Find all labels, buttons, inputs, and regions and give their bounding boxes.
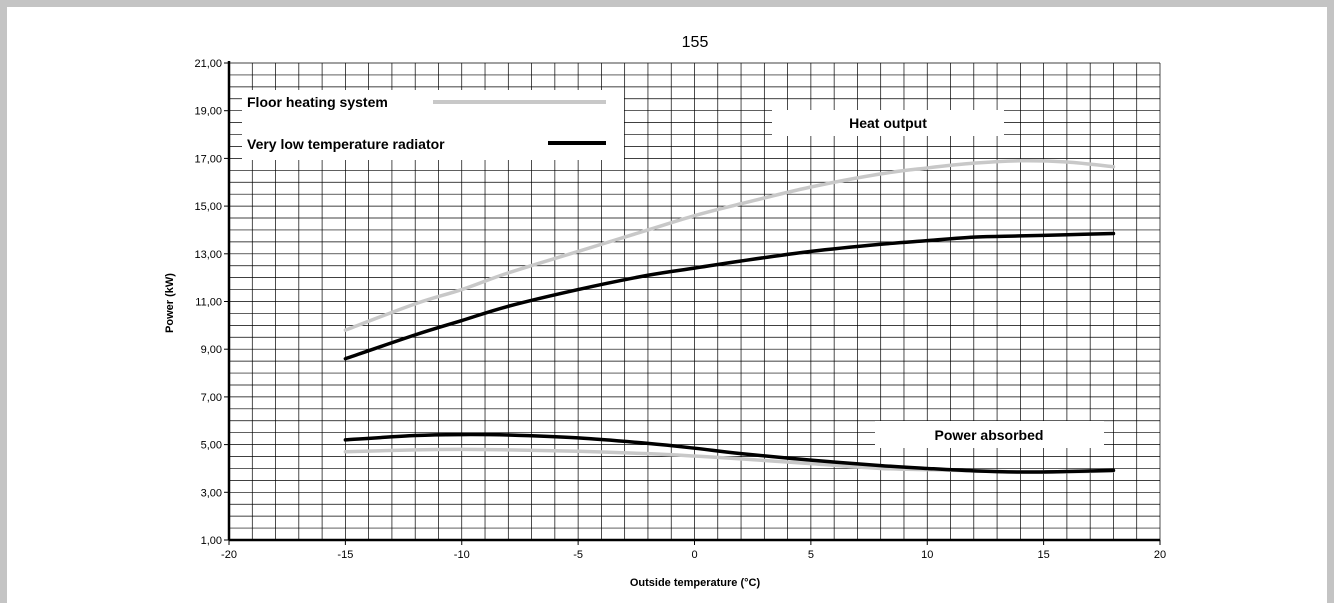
y-tick-label: 5,00 (201, 440, 222, 452)
series-line-heat-output-floor-heating-system (343, 158, 1116, 332)
y-tick-label: 7,00 (201, 392, 222, 404)
annotation-heat-output: Heat output (772, 110, 1004, 136)
annotation-power-absorbed: Power absorbed (875, 421, 1104, 448)
x-tick-label: 15 (1038, 549, 1050, 561)
series-lines (343, 158, 1116, 474)
series-line-power-absorbed-very-low-temperature-radiator (343, 432, 1116, 474)
x-tick-label: -15 (337, 549, 353, 561)
tick-labels: -20 -15 -10 -5 0 5 10 15 20 1,00 3,00 5,00 7,00 9,00 1… (194, 58, 1166, 561)
annotation-heat-output-text: Heat output (849, 115, 927, 131)
y-axis-label: Power (kW) (164, 273, 176, 333)
axes (224, 61, 1161, 545)
y-tick-label: 9,00 (201, 344, 222, 356)
x-tick-label: -10 (454, 549, 470, 561)
x-tick-label: -5 (573, 549, 583, 561)
chart-title: 155 (682, 34, 709, 51)
x-tick-label: 0 (691, 549, 697, 561)
y-tick-label: 11,00 (195, 297, 222, 309)
x-tick-label: -20 (221, 549, 237, 561)
legend-label-floor-heating: Floor heating system (247, 94, 388, 110)
y-tick-label: 17,00 (194, 153, 222, 165)
legend: Floor heating system Very low temperatur… (242, 90, 624, 160)
y-tick-label: 1,00 (201, 535, 222, 547)
y-tick-label: 13,00 (194, 249, 222, 261)
x-tick-label: 10 (921, 549, 933, 561)
y-tick-label: 3,00 (201, 487, 222, 499)
x-axis-label: Outside temperature (°C) (630, 577, 761, 589)
annotation-power-absorbed-box (875, 421, 1104, 448)
x-tick-label: 5 (808, 549, 814, 561)
y-tick-label: 15,00 (194, 201, 222, 213)
y-tick-label: 21,00 (194, 58, 222, 70)
annotation-power-absorbed-text: Power absorbed (935, 427, 1044, 443)
annotation-heat-output-box (772, 110, 1004, 136)
series-line-heat-output-very-low-temperature-radiator (343, 231, 1116, 361)
x-tick-label: 20 (1154, 549, 1166, 561)
legend-label-radiator: Very low temperature radiator (247, 136, 445, 152)
y-tick-label: 19,00 (194, 106, 222, 118)
